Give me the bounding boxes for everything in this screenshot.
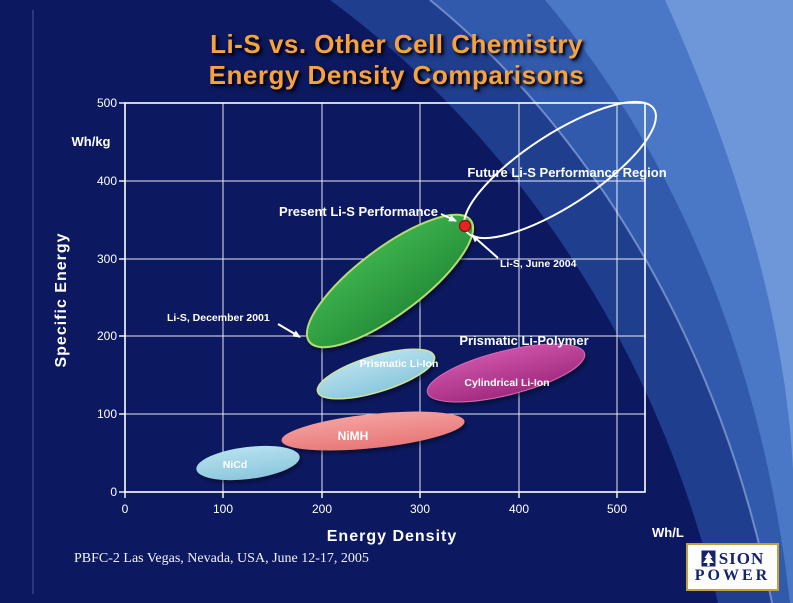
- label-prismatic-li-ion: Prismatic Li-Ion: [360, 358, 439, 370]
- y-tick-100: 100: [97, 407, 117, 421]
- logo-text-power: POWER: [694, 566, 771, 584]
- axis-tick-marks: [119, 102, 618, 498]
- x-tick-200: 200: [312, 502, 332, 516]
- annotation-arrows: [277, 213, 499, 338]
- arrow-december-2001: [277, 323, 301, 338]
- logo-text-sion: SION: [718, 548, 765, 568]
- title-line-2: Energy Density Comparisons: [208, 60, 585, 90]
- y-tick-500: 500: [97, 96, 117, 110]
- footer-conference-text: PBFC-2 Las Vegas, Nevada, USA, June 12-1…: [74, 551, 369, 566]
- label-prismatic-li-polymer: Prismatic Li-Polymer: [459, 333, 588, 348]
- y-tick-300: 300: [97, 252, 117, 266]
- label-nimh: NiMH: [338, 429, 369, 443]
- region-nicd: [196, 445, 300, 481]
- x-tick-400: 400: [509, 502, 529, 516]
- logo-row-sion: SION: [701, 548, 765, 568]
- tree-icon: [701, 550, 716, 567]
- label-cylindrical-li-ion: Cylindrical Li-Ion: [464, 377, 549, 389]
- sion-power-logo: SION POWER: [686, 543, 779, 591]
- swoosh-band-corner: [665, 0, 793, 470]
- slide-title: Li-S vs. Other Cell Chemistry Energy Den…: [0, 29, 793, 91]
- label-present-li-s-performance: Present Li-S Performance: [279, 204, 438, 219]
- x-axis-unit: Wh/L: [652, 525, 684, 540]
- y-axis-unit: Wh/kg: [72, 134, 111, 149]
- x-tick-100: 100: [213, 502, 233, 516]
- region-prismatic-li-ion: [316, 348, 436, 400]
- swoosh-highlight-arc: [429, 0, 773, 603]
- x-tick-0: 0: [122, 502, 129, 516]
- title-line-1: Li-S vs. Other Cell Chemistry: [210, 29, 583, 59]
- y-tick-200: 200: [97, 329, 117, 343]
- region-nimh: [281, 411, 465, 451]
- y-tick-0: 0: [110, 485, 117, 499]
- x-tick-500: 500: [607, 502, 627, 516]
- y-tick-400: 400: [97, 174, 117, 188]
- arrow-june-2004: [471, 234, 499, 259]
- label-li-s-december-2001: Li-S, December 2001: [167, 312, 270, 324]
- region-present-li-s: [305, 213, 475, 349]
- plot-border: [124, 102, 646, 493]
- region-li-polymer-cylindrical-li-ion: [426, 343, 586, 403]
- x-axis-title: Energy Density: [327, 528, 457, 545]
- y-axis-title: Specific Energy: [53, 232, 70, 367]
- label-future-li-s-region: Future Li-S Performance Region: [467, 165, 666, 180]
- label-li-s-june-2004: Li-S, June 2004: [500, 258, 577, 270]
- label-nicd: NiCd: [223, 459, 248, 471]
- arrow-present-performance: [440, 213, 457, 222]
- li-s-june-2004-point: [458, 219, 472, 233]
- x-tick-300: 300: [410, 502, 430, 516]
